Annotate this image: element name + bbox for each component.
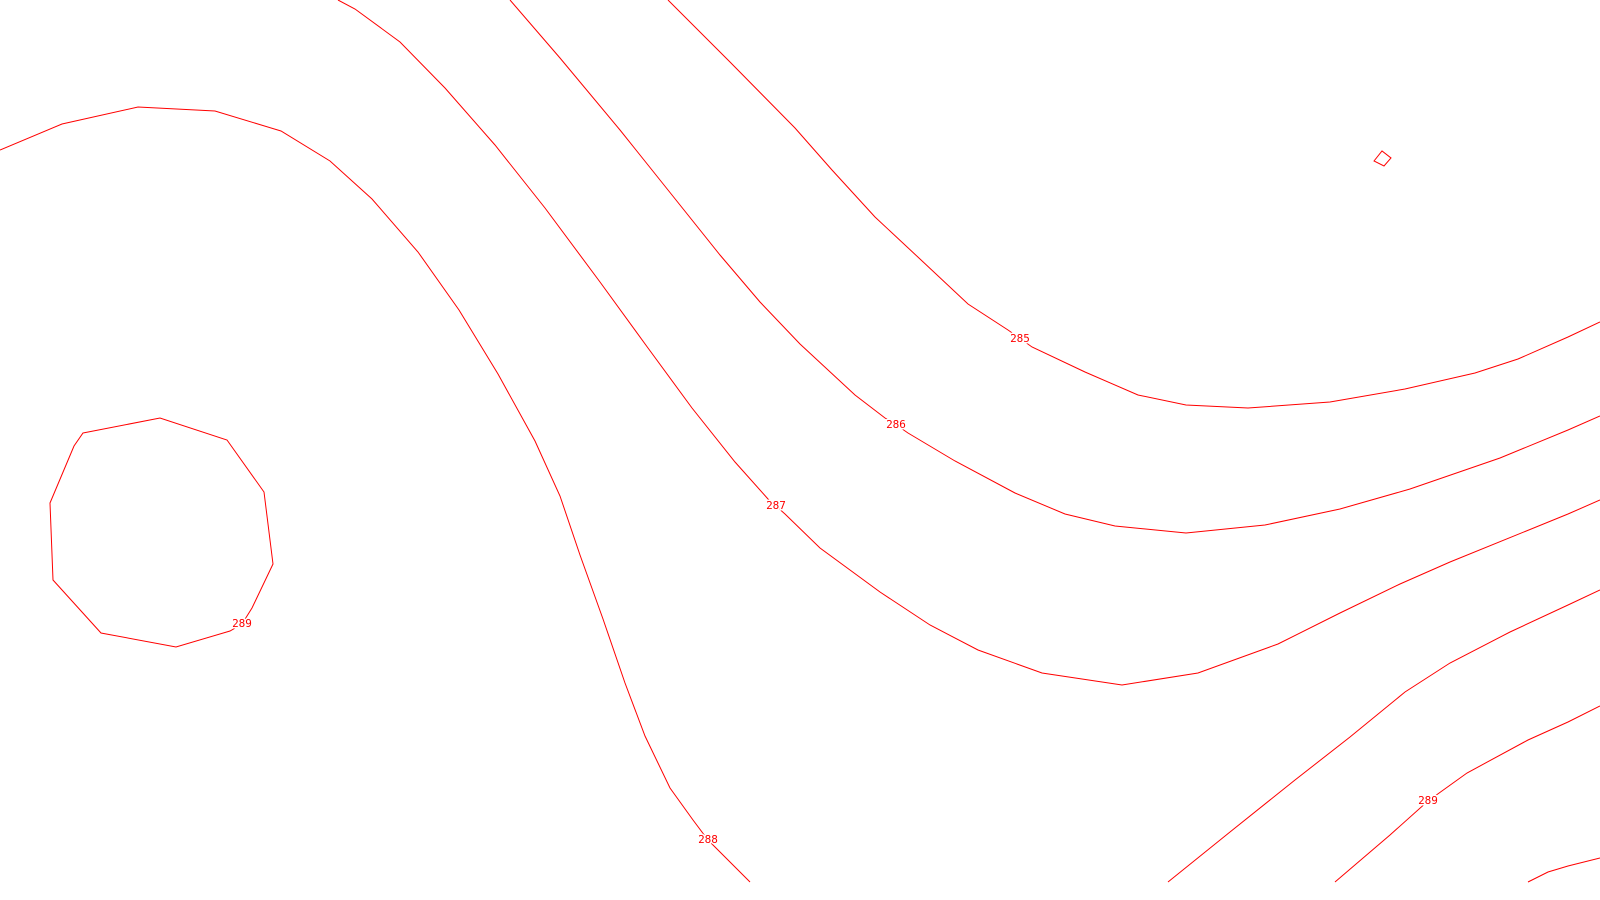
contour-line-287 bbox=[337, 0, 1600, 686]
contour-line-corner bbox=[1527, 857, 1600, 883]
small-closed-contour bbox=[1373, 150, 1392, 167]
contour-label-289-ring: 289 bbox=[232, 617, 252, 630]
contour-label-285: 285 bbox=[1010, 332, 1030, 345]
contour-line-285 bbox=[667, 0, 1600, 409]
contour-label-287: 287 bbox=[766, 499, 786, 512]
contour-label-286: 286 bbox=[886, 418, 906, 431]
contour-label-288: 288 bbox=[698, 833, 718, 846]
contour-line-289-right bbox=[1334, 705, 1600, 883]
contour-line-288 bbox=[0, 106, 751, 883]
contour-label-289-right: 289 bbox=[1418, 794, 1438, 807]
contour-line-lower-right bbox=[1167, 589, 1600, 883]
contour-line-289-ring bbox=[49, 417, 274, 648]
contour-line-286 bbox=[509, 0, 1600, 534]
